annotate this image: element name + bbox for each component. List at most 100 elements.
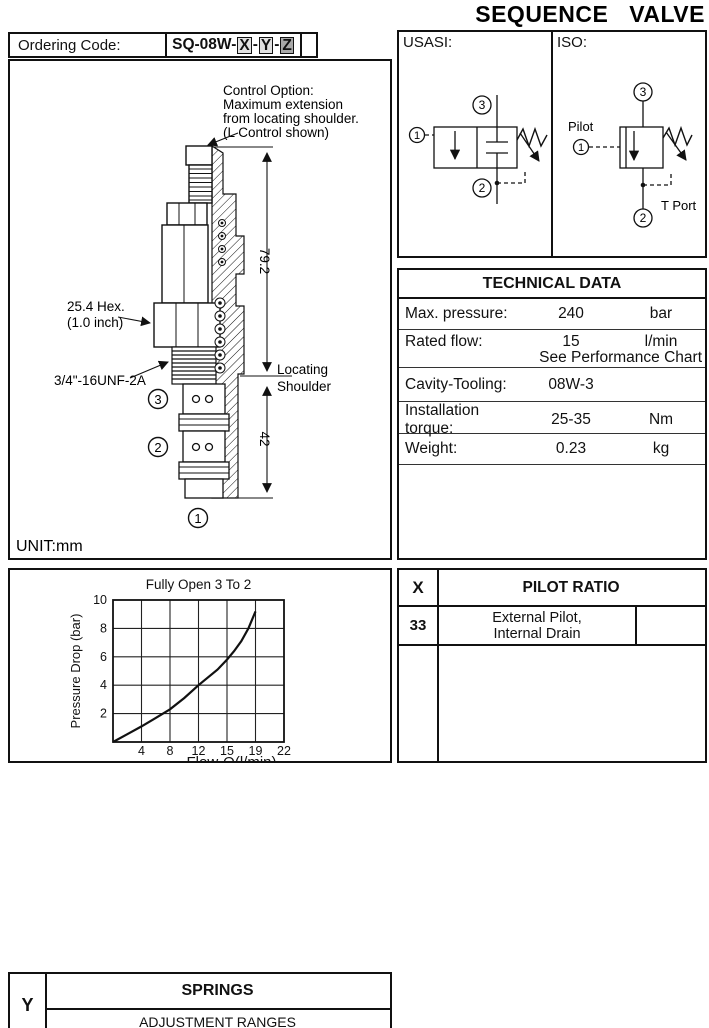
thread-label: 3/4"-16UNF-2A [54, 373, 146, 388]
tech-label: Rated flow: [405, 333, 483, 350]
usasi-label: USASI: [403, 34, 453, 51]
usasi-port1: 1 [414, 130, 420, 142]
dimension-79-2 [214, 146, 292, 377]
valve-drawing-box: 79.2 42 Locating Shoulder Control Option… [8, 59, 392, 560]
iso-drain-junction [640, 182, 646, 188]
pilot-code-column [399, 570, 439, 761]
tech-row-cavity: Cavity-Tooling: 08W-3 [399, 368, 705, 402]
pilot-ratio-box: X PILOT RATIO 33 External Pilot, Interna… [397, 568, 707, 763]
tech-value: 0.23 [555, 440, 587, 457]
tech-unit: bar [649, 305, 673, 322]
unit-note: UNIT:mm [16, 538, 83, 555]
pilot-row-33: 33 External Pilot, Internal Drain [399, 607, 705, 646]
springs-title: SPRINGS [181, 982, 254, 999]
tech-unit: Nm [648, 411, 674, 428]
ordering-code-y: Y [258, 36, 274, 54]
svg-text:15: 15 [220, 744, 234, 758]
technical-data-box: TECHNICAL DATA Max. pressure: 240 bar Ra… [397, 268, 707, 560]
valve-spring [214, 219, 226, 374]
usasi-symbol: 1 3 2 [408, 95, 548, 204]
iso-port1: 1 [578, 142, 584, 154]
ordering-code-empty-cell [302, 34, 316, 56]
svg-text:2: 2 [154, 440, 161, 455]
svg-text:4: 4 [100, 678, 107, 692]
svg-text:6: 6 [100, 650, 107, 664]
valve-cross-section-drawing: 79.2 42 Locating Shoulder Control Option… [16, 83, 359, 555]
valve-mounting-thread [171, 346, 217, 385]
iso-label: ISO: [557, 34, 588, 51]
valve-locknut [166, 202, 208, 226]
port-2-balloon: 2 [147, 436, 169, 458]
tech-row-weight: Weight: 0.23 kg [399, 434, 705, 465]
iso-panel: ISO: [553, 32, 705, 256]
svg-text:19: 19 [249, 744, 263, 758]
port-1-balloon: 1 [187, 507, 209, 529]
valve-cartridge [178, 383, 230, 499]
tech-label: Max. pressure: [405, 305, 508, 322]
iso-port3: 3 [640, 85, 647, 99]
usasi-panel: USASI: [399, 32, 553, 256]
ordering-code-prefix: SQ-08W- [172, 36, 237, 53]
svg-text:8: 8 [100, 621, 107, 635]
tech-value: 240 [558, 305, 584, 322]
port-3-balloon: 3 [147, 388, 169, 410]
tech-value: 08W-3 [548, 375, 594, 393]
tech-value: 25-35 [551, 411, 591, 428]
ordering-code-label: Ordering Code: [10, 34, 167, 56]
code-sep: - [274, 36, 280, 53]
pilot-header-row: X PILOT RATIO [399, 570, 705, 607]
pilot-desc-line2: Internal Drain [493, 625, 581, 642]
tech-row-torque: Installation torque: 25-35 Nm [399, 402, 705, 437]
pilot-desc-line1: External Pilot, [492, 609, 582, 626]
dim-79-2-label: 79.2 [257, 248, 272, 274]
dimension-42 [225, 386, 273, 499]
valve-hex-body [153, 302, 221, 348]
hex-label-line2: (1.0 inch) [67, 315, 123, 330]
hex-label-line1: 25.4 Hex. [67, 299, 125, 314]
thread-label-leader [129, 360, 169, 379]
springs-title-row: SPRINGS [45, 974, 390, 1010]
svg-text:8: 8 [167, 744, 174, 758]
symbols-box: USASI: [397, 30, 707, 258]
iso-pilot-label: Pilot [568, 119, 594, 134]
tech-row-max-pressure: Max. pressure: 240 bar [399, 299, 705, 330]
svg-text:10: 10 [93, 593, 107, 607]
svg-text:22: 22 [277, 744, 291, 758]
ordering-code-box: Ordering Code: SQ-08W- X - Y - Z [8, 32, 318, 58]
code-sep: - [252, 36, 258, 53]
tech-value: 15 [562, 333, 580, 350]
page-title: SEQUENCE VALVE [475, 1, 705, 27]
tech-unit: l/min [644, 333, 678, 350]
svg-text:3: 3 [154, 392, 161, 407]
pilot-ratio-title: PILOT RATIO [522, 578, 620, 596]
control-note-line1: Control Option: [223, 83, 314, 98]
valve-upper-body [161, 224, 209, 304]
springs-subtitle-row: ADJUSTMENT RANGES [10, 1010, 390, 1028]
tech-label: Cavity-Tooling: [405, 375, 507, 393]
ordering-code-x: X [237, 36, 252, 54]
svg-text:2: 2 [100, 707, 107, 721]
usasi-drain-junction [494, 180, 500, 186]
tech-label: Installation torque: [405, 402, 480, 437]
svg-text:4: 4 [138, 744, 145, 758]
iso-tport-label: T Port [661, 198, 697, 213]
springs-box: Y SPRINGS ADJUSTMENT RANGES B 10.0 to 90… [8, 972, 392, 1028]
control-note-line4: (L Control shown) [223, 125, 329, 140]
svg-text:12: 12 [192, 744, 206, 758]
tech-unit: kg [652, 440, 670, 457]
iso-symbol: Pilot 1 3 2 T Port [568, 82, 697, 228]
control-note-line3: from locating shoulder. [223, 111, 359, 126]
usasi-port3: 3 [479, 98, 486, 112]
ordering-code-z: Z [280, 36, 294, 54]
svg-text:Flow-Q(l/min): Flow-Q(l/min) [187, 754, 277, 761]
svg-text:Pressure Drop (bar): Pressure Drop (bar) [68, 614, 83, 729]
pilot-row-desc: External Pilot, Internal Drain [437, 607, 637, 644]
springs-code-header: Y [21, 994, 34, 1015]
performance-chart-note: See Performance Chart [539, 349, 702, 366]
dim-42-label: 42 [257, 431, 272, 446]
svg-text:Fully Open 3 To 2: Fully Open 3 To 2 [146, 577, 252, 592]
pilot-row-empty-cell [635, 607, 705, 644]
